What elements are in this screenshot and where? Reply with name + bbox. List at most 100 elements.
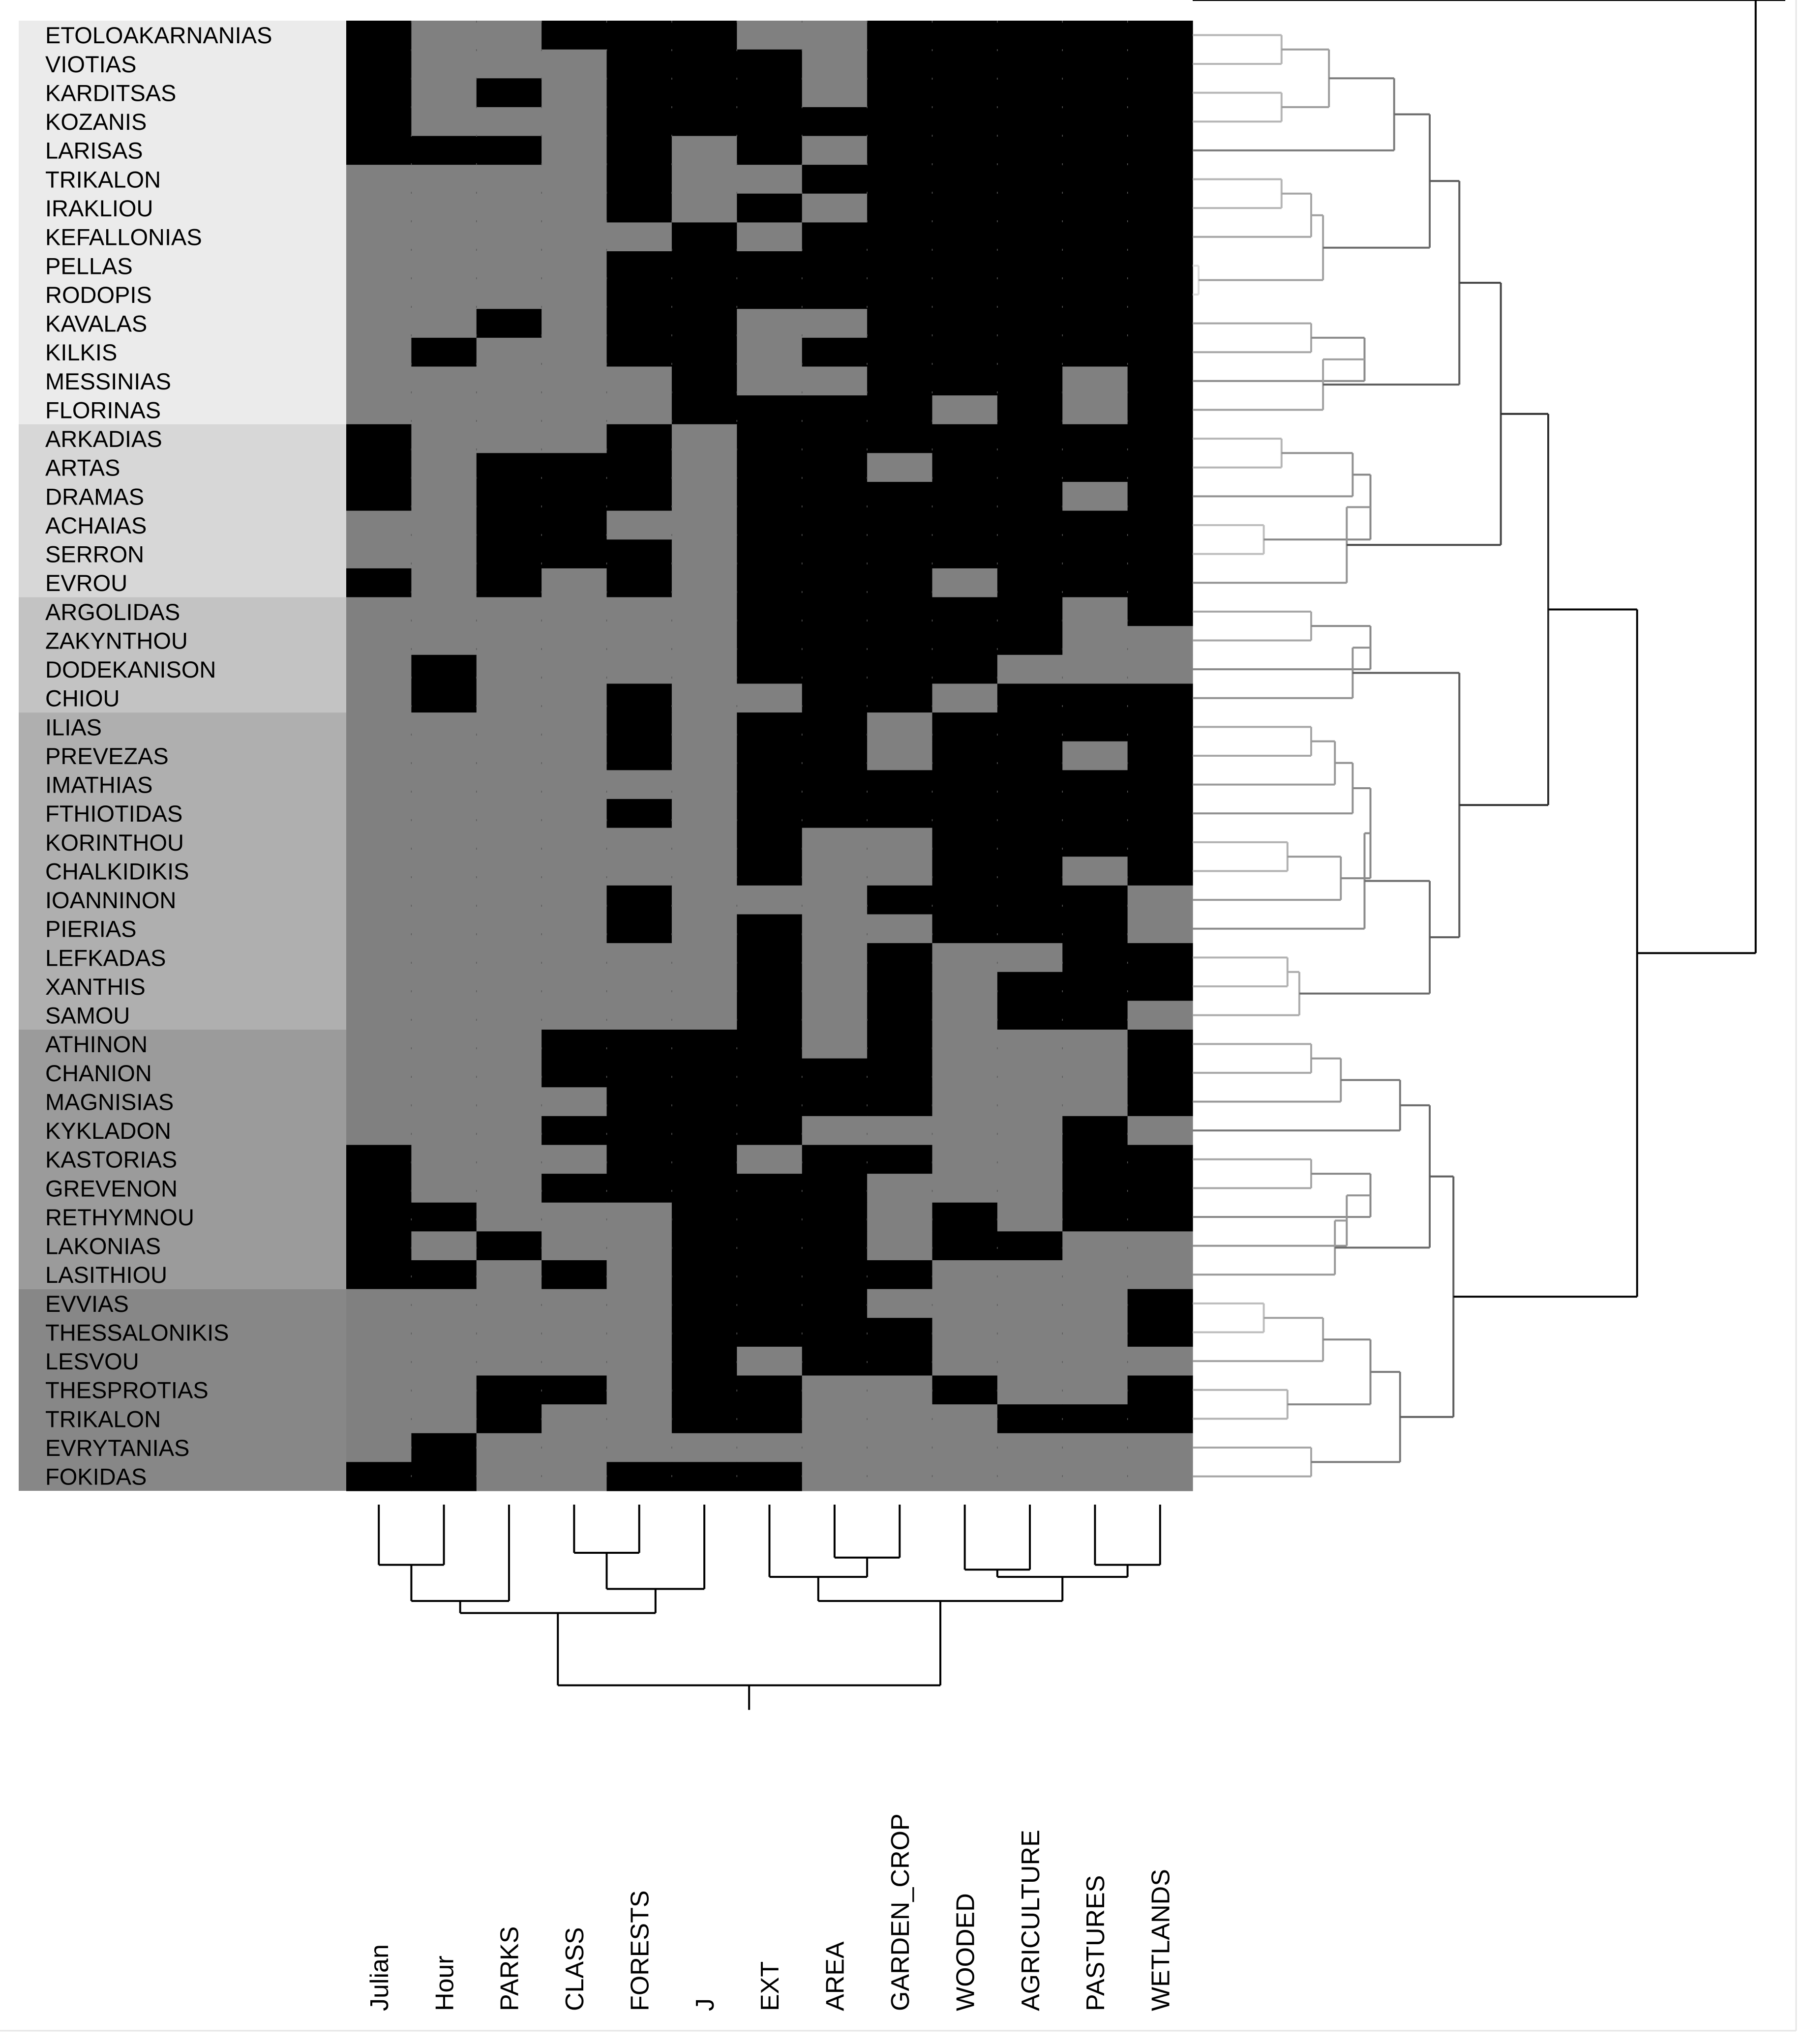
- heatmap-cell: [802, 828, 868, 857]
- heatmap-cell: [802, 222, 868, 252]
- row-label: KEFALLONIAS: [45, 224, 202, 250]
- heatmap-cell: [541, 1058, 607, 1088]
- heatmap-cell: [802, 1087, 868, 1117]
- heatmap-cell: [867, 1289, 933, 1318]
- heatmap-cell: [867, 568, 933, 598]
- heatmap-cell: [867, 1087, 933, 1117]
- heatmap-cell: [1127, 21, 1193, 50]
- heatmap-cell: [541, 1375, 607, 1405]
- heatmap-cell: [1062, 1289, 1128, 1318]
- heatmap-cell: [932, 136, 998, 165]
- heatmap-cell: [541, 395, 607, 425]
- heatmap-cell: [606, 943, 672, 973]
- heatmap-cell: [997, 395, 1063, 425]
- heatmap-cell: [411, 1231, 477, 1261]
- heatmap-cell: [346, 914, 412, 944]
- heatmap-cell: [737, 424, 803, 454]
- heatmap-cell: [1127, 828, 1193, 857]
- heatmap-cell: [802, 1404, 868, 1434]
- heatmap-cell: [867, 539, 933, 569]
- heatmap-cell: [671, 1289, 737, 1318]
- heatmap-cell: [541, 510, 607, 540]
- heatmap-cell: [1127, 366, 1193, 396]
- heatmap-cell: [411, 136, 477, 165]
- heatmap-cell: [737, 222, 803, 252]
- heatmap-cell: [932, 1116, 998, 1146]
- row-group-band: [19, 597, 346, 713]
- row-label: MESSINIAS: [45, 368, 171, 394]
- heatmap-cell: [997, 799, 1063, 829]
- heatmap-cell: [802, 366, 868, 396]
- heatmap-cell: [1127, 107, 1193, 137]
- heatmap-cell: [671, 1462, 737, 1491]
- column-label: FORESTS: [626, 1890, 654, 2011]
- heatmap-cell: [1062, 395, 1128, 425]
- heatmap-cell: [1127, 1145, 1193, 1174]
- heatmap-cell: [541, 568, 607, 598]
- heatmap-cell: [671, 828, 737, 857]
- heatmap-cell: [346, 1029, 412, 1059]
- heatmap-cell: [997, 1260, 1063, 1290]
- heatmap-cell: [476, 1289, 542, 1318]
- heatmap-cell: [606, 222, 672, 252]
- heatmap-cell: [606, 1001, 672, 1030]
- heatmap-cell: [476, 914, 542, 944]
- heatmap-cell: [1127, 885, 1193, 915]
- heatmap-cell: [606, 914, 672, 944]
- heatmap-cell: [671, 1029, 737, 1059]
- heatmap-cell: [737, 1260, 803, 1290]
- heatmap-cell: [802, 885, 868, 915]
- heatmap-cell: [1062, 1404, 1128, 1434]
- heatmap-cell: [737, 1174, 803, 1203]
- heatmap-cell: [671, 21, 737, 50]
- heatmap-cell: [1127, 1001, 1193, 1030]
- heatmap-cell: [541, 1462, 607, 1491]
- heatmap-cell: [476, 1001, 542, 1030]
- heatmap-cell: [476, 510, 542, 540]
- heatmap-cell: [997, 1029, 1063, 1059]
- heatmap-cell: [802, 1001, 868, 1030]
- heatmap-cell: [997, 741, 1063, 770]
- heatmap-cell: [411, 1087, 477, 1117]
- heatmap-cell: [606, 539, 672, 569]
- heatmap-cell: [671, 1058, 737, 1088]
- heatmap-cell: [346, 857, 412, 886]
- heatmap-cell: [476, 568, 542, 598]
- heatmap-cell: [411, 1260, 477, 1290]
- heatmap-cell: [411, 1116, 477, 1146]
- heatmap-cell: [671, 1433, 737, 1462]
- heatmap-cell: [867, 1001, 933, 1030]
- heatmap-cell: [997, 424, 1063, 454]
- heatmap-cell: [802, 1029, 868, 1059]
- heatmap-cell: [541, 1029, 607, 1059]
- heatmap-cell: [606, 510, 672, 540]
- heatmap-cell: [541, 193, 607, 223]
- heatmap-cell: [346, 741, 412, 770]
- heatmap-cell: [1127, 1260, 1193, 1290]
- heatmap-cell: [541, 885, 607, 915]
- heatmap-cell: [997, 1202, 1063, 1232]
- heatmap-cell: [1062, 1001, 1128, 1030]
- heatmap-cell: [1127, 597, 1193, 626]
- heatmap-cell: [867, 165, 933, 194]
- row-label: CHIOU: [45, 685, 120, 711]
- heatmap-cell: [606, 251, 672, 281]
- heatmap-cell: [476, 857, 542, 886]
- heatmap-cell: [606, 972, 672, 1001]
- heatmap-cell: [476, 1375, 542, 1405]
- heatmap-cell: [411, 597, 477, 626]
- heatmap-cell: [867, 366, 933, 396]
- heatmap-cell: [1062, 857, 1128, 886]
- heatmap-cell: [932, 1346, 998, 1376]
- heatmap-cell: [1127, 972, 1193, 1001]
- heatmap-cell: [671, 78, 737, 108]
- heatmap-cell: [606, 1116, 672, 1146]
- column-label: WETLANDS: [1147, 1869, 1175, 2011]
- heatmap-cell: [541, 1231, 607, 1261]
- heatmap-cell: [932, 1404, 998, 1434]
- row-label: ATHINON: [45, 1031, 148, 1057]
- heatmap-cell: [671, 222, 737, 252]
- heatmap-cell: [802, 626, 868, 655]
- heatmap-cell: [346, 1462, 412, 1491]
